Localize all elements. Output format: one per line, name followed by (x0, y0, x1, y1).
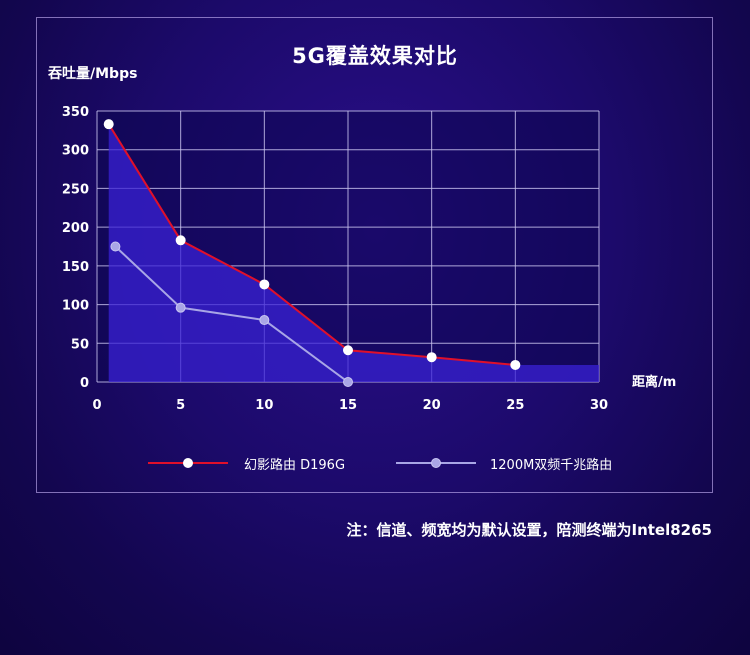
series-1-point-0 (103, 119, 114, 130)
series-2-point-1 (175, 302, 186, 313)
footnote: 注：信道、频宽均为默认设置，陪测终端为Intel8265 (346, 521, 713, 539)
x-tick-label-25: 25 (506, 398, 524, 413)
x-tick-label-15: 15 (339, 398, 357, 413)
series-2-point-3 (343, 377, 353, 387)
y-axis-label: 吞吐量/Mbps (48, 66, 138, 82)
x-tick-label-10: 10 (255, 398, 273, 413)
legend-label-series-2: 1200M双频千兆路由 (490, 458, 613, 473)
legend-label-series-1: 幻影路由 D196G (244, 458, 346, 473)
x-tick-label-5: 5 (176, 398, 185, 413)
legend-marker-series-2 (431, 458, 441, 468)
y-tick-label-250: 250 (62, 182, 89, 197)
series-1-point-5 (510, 359, 521, 370)
series-1-point-1 (175, 235, 186, 246)
y-tick-label-300: 300 (62, 144, 89, 159)
series-1-point-4 (426, 352, 437, 363)
chart-frame (36, 17, 713, 493)
series-2-line (114, 245, 349, 383)
x-axis-label: 距离/m (632, 375, 677, 390)
series-1-point-2 (259, 279, 270, 290)
series-1-line (107, 123, 516, 366)
x-tick-label-30: 30 (590, 398, 608, 413)
legend-marker-series-1 (183, 458, 193, 468)
y-tick-label-100: 100 (62, 299, 89, 314)
series-1-point-3 (343, 345, 353, 356)
series-2-point-0 (110, 241, 121, 252)
x-tick-label-0: 0 (92, 398, 101, 413)
y-tick-label-350: 350 (62, 105, 89, 120)
chart-title: 5G覆盖效果对比 (292, 44, 458, 68)
series-2-point-2 (259, 315, 270, 326)
series-1-area (108, 124, 600, 383)
x-tick-label-20: 20 (423, 398, 441, 413)
y-tick-label-0: 0 (80, 376, 89, 391)
y-tick-label-150: 150 (62, 260, 89, 275)
y-tick-label-200: 200 (62, 221, 89, 236)
y-tick-label-50: 50 (71, 337, 89, 352)
